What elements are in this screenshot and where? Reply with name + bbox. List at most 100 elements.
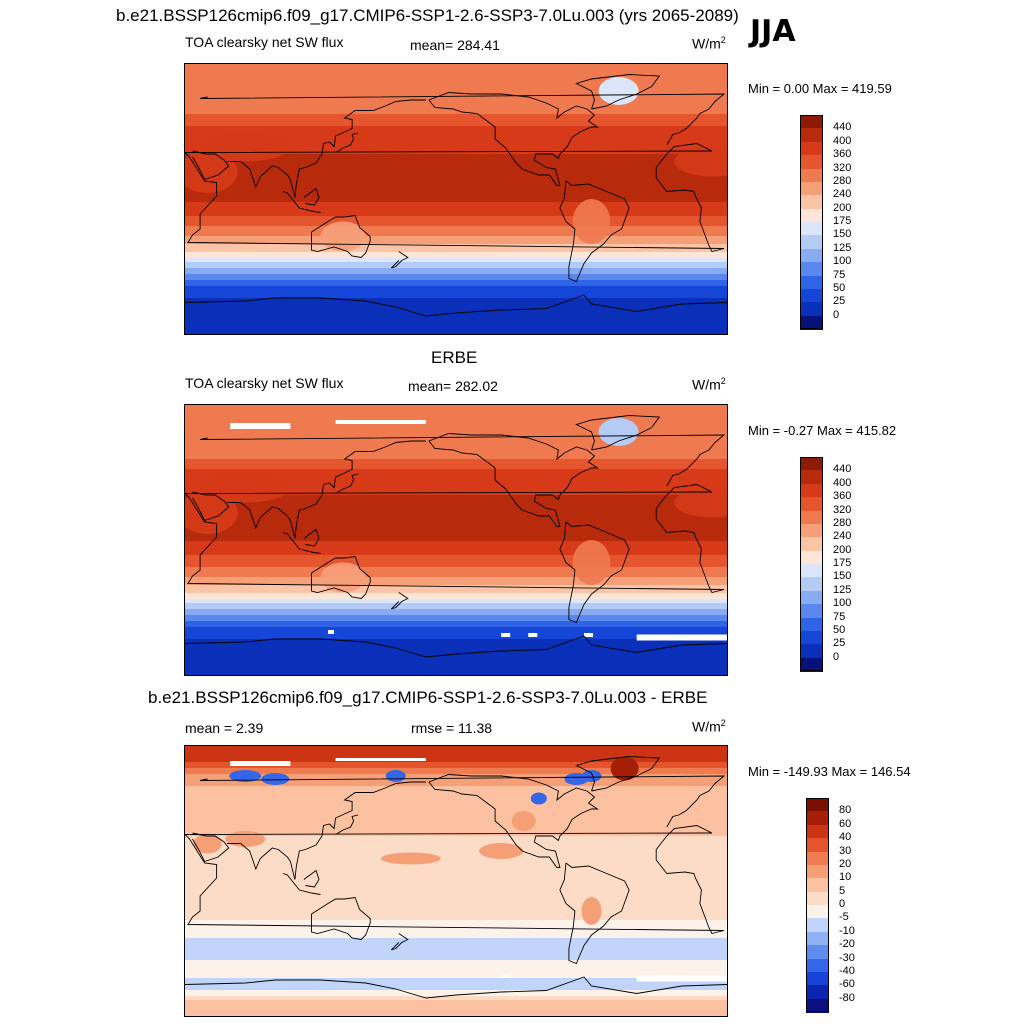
field-band bbox=[185, 523, 727, 526]
coastline bbox=[282, 532, 321, 554]
panel-units-label: W/m2 bbox=[692, 35, 726, 52]
field-band bbox=[185, 186, 727, 189]
field-band bbox=[185, 846, 727, 849]
field-band bbox=[185, 84, 727, 87]
field-band bbox=[185, 661, 727, 664]
field-band bbox=[185, 918, 727, 921]
field-band bbox=[185, 816, 727, 819]
colorbar-tick-label: 25 bbox=[833, 295, 846, 308]
field-band bbox=[185, 501, 727, 504]
field-band bbox=[185, 172, 727, 175]
coastline bbox=[282, 873, 321, 895]
field-band bbox=[185, 858, 727, 861]
colorbar-tick-label: -80 bbox=[839, 991, 855, 1004]
field-band bbox=[185, 1002, 727, 1005]
field-band bbox=[185, 549, 727, 552]
coastline bbox=[303, 187, 320, 206]
missing-data bbox=[335, 758, 426, 761]
colorbar-diff: 80 60 40 30 20 10 5 0 -5 -10 -20 -30 -40 -60 -80 bbox=[806, 798, 855, 1013]
field-band bbox=[185, 156, 727, 159]
field-band bbox=[185, 306, 727, 309]
field-band bbox=[185, 651, 727, 654]
field-band bbox=[185, 986, 727, 989]
field-band bbox=[185, 888, 727, 891]
field-band bbox=[185, 916, 727, 919]
field-band bbox=[185, 457, 727, 460]
field-band bbox=[185, 443, 727, 446]
field-band bbox=[185, 1014, 727, 1016]
field-band bbox=[185, 762, 727, 765]
field-band bbox=[185, 796, 727, 799]
field-band bbox=[185, 790, 727, 793]
missing-data bbox=[636, 634, 727, 641]
field-band bbox=[185, 671, 727, 674]
field-band bbox=[185, 776, 727, 779]
field-band bbox=[185, 595, 727, 598]
colorbar-tick-label: 320 bbox=[833, 503, 852, 516]
field-band bbox=[185, 200, 727, 203]
field-band bbox=[185, 824, 727, 827]
colorbar-obs: 440 400 360 320 280 240 200 175 150 125 100 75 50 25 0 bbox=[800, 457, 851, 672]
field-band bbox=[185, 972, 727, 975]
field-band bbox=[185, 752, 727, 755]
field-band bbox=[185, 629, 727, 632]
field-band bbox=[185, 250, 727, 253]
coastline bbox=[200, 434, 726, 487]
panel-rmse-label: rmse = 11.38 bbox=[411, 720, 493, 736]
field-band bbox=[185, 210, 727, 213]
field-band bbox=[185, 531, 727, 534]
field-band bbox=[185, 1010, 727, 1013]
field-band bbox=[185, 822, 727, 825]
field-band bbox=[185, 535, 727, 538]
field-band bbox=[185, 80, 727, 83]
field-band bbox=[185, 198, 727, 201]
coastline bbox=[428, 92, 599, 186]
field-band bbox=[185, 94, 727, 97]
colorbar-tick-label: 440 bbox=[833, 463, 852, 476]
field-band bbox=[185, 529, 727, 532]
field-band bbox=[185, 98, 727, 101]
colorbar-tick-label: 25 bbox=[833, 637, 846, 650]
field-band bbox=[185, 746, 727, 749]
field-band bbox=[185, 946, 727, 949]
field-band bbox=[185, 519, 727, 522]
field-band bbox=[185, 511, 727, 514]
field-band bbox=[185, 928, 727, 931]
field-band bbox=[185, 850, 727, 853]
field-band bbox=[185, 68, 727, 71]
colorbar-tick-label: -30 bbox=[839, 951, 855, 964]
field-band bbox=[185, 852, 727, 855]
field-band bbox=[185, 513, 727, 516]
coastline bbox=[227, 99, 426, 198]
field-band bbox=[185, 509, 727, 512]
field-band bbox=[185, 826, 727, 829]
field-band bbox=[185, 178, 727, 181]
field-band bbox=[185, 302, 727, 305]
field-band bbox=[185, 130, 727, 133]
field-band bbox=[185, 274, 727, 277]
field-band bbox=[185, 138, 727, 141]
field-band bbox=[185, 298, 727, 301]
field-band bbox=[185, 842, 727, 845]
map-diff-field bbox=[185, 746, 727, 1016]
field-band bbox=[185, 812, 727, 815]
field-band bbox=[185, 258, 727, 261]
field-band bbox=[185, 270, 727, 273]
field-band bbox=[185, 455, 727, 458]
field-band bbox=[185, 665, 727, 668]
field-band bbox=[185, 228, 727, 231]
field-band bbox=[185, 587, 727, 590]
positive-anomaly bbox=[581, 897, 602, 925]
field-band bbox=[185, 82, 727, 85]
field-band bbox=[185, 611, 727, 614]
field-band bbox=[185, 988, 727, 991]
field-band bbox=[185, 493, 727, 496]
field-band bbox=[185, 635, 727, 638]
coastline bbox=[200, 775, 726, 828]
coastline bbox=[390, 933, 409, 951]
field-band bbox=[185, 445, 727, 448]
field-band bbox=[185, 886, 727, 889]
field-band bbox=[185, 226, 727, 229]
positive-anomaly bbox=[225, 831, 266, 847]
field-band bbox=[185, 601, 727, 604]
